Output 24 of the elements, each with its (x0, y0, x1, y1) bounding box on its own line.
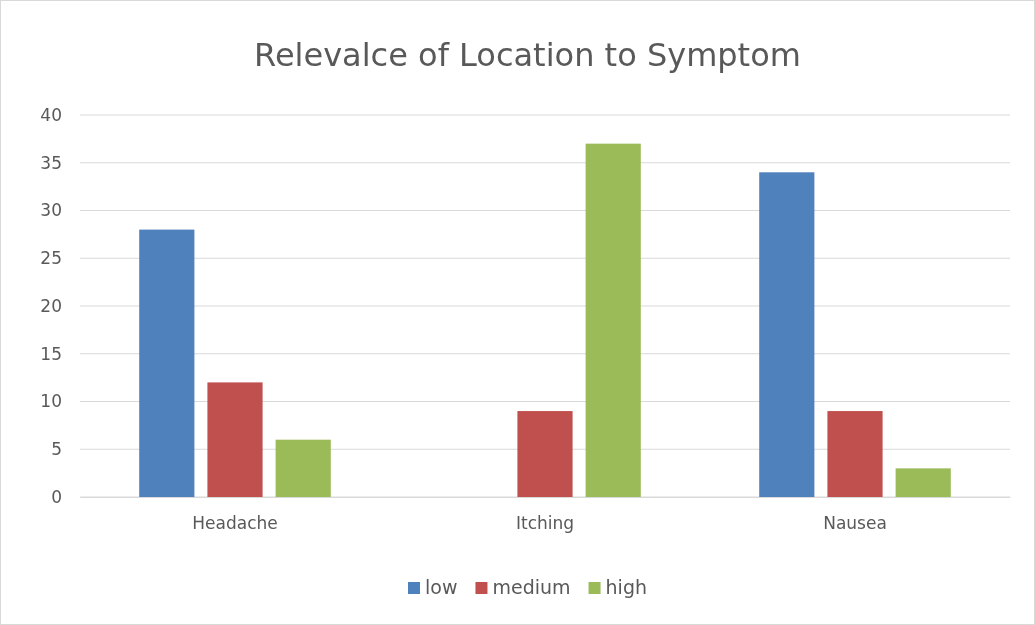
y-tick-label: 10 (40, 391, 62, 412)
bar (275, 439, 331, 497)
legend-label: high (605, 576, 647, 598)
x-tick-label: Nausea (823, 513, 887, 534)
legend-label: low (425, 576, 458, 598)
bar (759, 172, 815, 497)
y-tick-label: 0 (51, 486, 62, 507)
bar (517, 411, 573, 497)
chart-title: Relevalce of Location to Symptom (254, 36, 801, 74)
bar (895, 468, 951, 497)
y-tick-label: 35 (40, 152, 62, 173)
y-tick-label: 40 (40, 104, 62, 125)
bar (827, 411, 883, 497)
legend-label: medium (492, 576, 571, 598)
y-tick-label: 25 (40, 248, 62, 269)
y-tick-label: 30 (40, 200, 62, 221)
bar (139, 229, 195, 497)
bar (207, 382, 263, 497)
y-tick-label: 20 (40, 295, 62, 316)
y-tick-label: 5 (51, 439, 62, 460)
y-tick-label: 15 (40, 343, 62, 364)
x-tick-label: Itching (515, 513, 575, 534)
x-tick-label: Headache (192, 513, 278, 534)
bar (585, 143, 641, 497)
